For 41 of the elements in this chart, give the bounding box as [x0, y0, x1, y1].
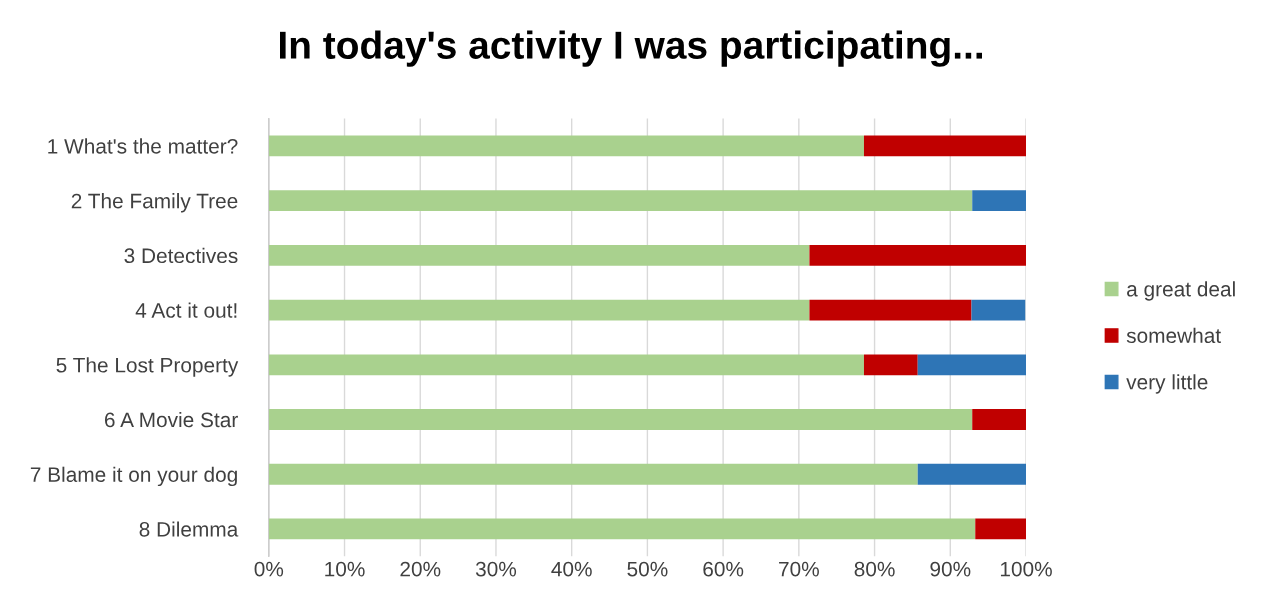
x-tick-label: 100%	[1000, 561, 1052, 577]
x-tick-label: 30%	[475, 561, 517, 577]
chart-title: In today's activity I was participating...	[279, 30, 982, 67]
x-tick-label: 50%	[627, 561, 668, 577]
bar	[971, 299, 1026, 321]
y-tick-label: 5 The Lost Property	[56, 357, 239, 377]
x-tick-label: 90%	[930, 561, 971, 577]
bar	[863, 354, 918, 376]
y-tick-label: 8 Dilemma	[139, 521, 239, 537]
x-tick-label: 70%	[779, 561, 819, 577]
y-tick-label: 4 Act it out!	[135, 302, 237, 318]
bar	[268, 354, 864, 376]
bar	[268, 135, 864, 157]
y-tick-label: 1 What's the matter?	[48, 138, 238, 154]
y-tick-label: 7 Blame it on your dog	[30, 466, 237, 487]
bar	[917, 463, 1027, 485]
bar	[809, 299, 972, 321]
x-tick-label: 40%	[551, 561, 592, 577]
x-tick-label: 60%	[703, 561, 744, 577]
bar	[268, 299, 810, 321]
x-tick-label: 80%	[854, 561, 895, 577]
bar	[268, 244, 810, 266]
bar	[975, 518, 1027, 540]
bar	[809, 244, 1027, 266]
bar	[268, 518, 976, 540]
legend-label: a great deal	[1127, 281, 1235, 301]
bar	[268, 409, 973, 430]
y-tick-label: 3 Detectives	[124, 247, 238, 264]
bar	[917, 354, 1027, 376]
y-tick-label: 2 The Family Tree	[71, 193, 238, 213]
bar	[972, 409, 1027, 430]
bar	[268, 190, 973, 212]
legend-label: very little	[1126, 374, 1208, 394]
x-tick-label: 20%	[400, 561, 441, 577]
x-tick-label: 10%	[325, 561, 365, 577]
y-tick-label: 6 A Movie Star	[104, 411, 238, 428]
bar	[268, 463, 918, 485]
bar	[863, 135, 1027, 157]
x-tick-label: 0%	[254, 561, 284, 577]
legend-label: somewhat	[1126, 327, 1221, 344]
bar	[972, 190, 1027, 212]
